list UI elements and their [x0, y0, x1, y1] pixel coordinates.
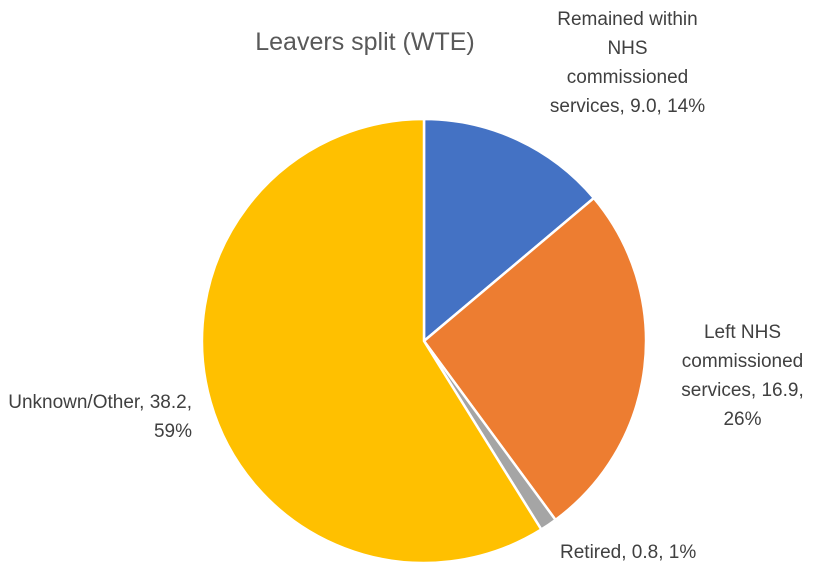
- data-label: Unknown/Other, 38.2, 59%: [8, 392, 192, 442]
- chart-title: Leavers split (WTE): [255, 28, 475, 56]
- pie-slice: [422, 117, 596, 344]
- data-label: Remained within NHS commissioned service…: [549, 9, 706, 117]
- pie-slice: [200, 117, 544, 565]
- pie-slice: [422, 196, 648, 522]
- data-label: Retired, 0.8, 1%: [560, 542, 697, 563]
- data-label: Left NHS commissioned services, 16.9, 26…: [681, 322, 804, 430]
